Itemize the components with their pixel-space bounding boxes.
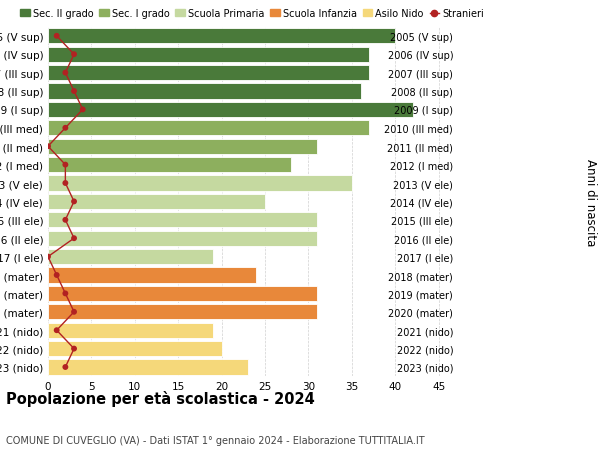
Point: [43, 143, 53, 151]
Bar: [48, 195, 265, 209]
Text: COMUNE DI CUVEGLIO (VA) - Dati ISTAT 1° gennaio 2024 - Elaborazione TUTTITALIA.I: COMUNE DI CUVEGLIO (VA) - Dati ISTAT 1° …: [6, 435, 425, 445]
Bar: [48, 66, 369, 81]
Point: [61, 290, 70, 297]
Bar: [48, 121, 369, 136]
Point: [52, 33, 61, 40]
Bar: [48, 103, 413, 118]
Point: [61, 162, 70, 169]
Bar: [48, 341, 221, 356]
Bar: [48, 48, 369, 62]
Point: [69, 51, 79, 59]
Point: [52, 327, 61, 334]
Point: [69, 235, 79, 242]
Bar: [48, 176, 352, 191]
Point: [61, 180, 70, 187]
Point: [61, 364, 70, 371]
Bar: [48, 29, 395, 44]
Bar: [48, 84, 361, 99]
Bar: [48, 250, 213, 264]
Bar: [48, 305, 317, 319]
Point: [78, 106, 88, 114]
Legend: Sec. II grado, Sec. I grado, Scuola Primaria, Scuola Infanzia, Asilo Nido, Stran: Sec. II grado, Sec. I grado, Scuola Prim…: [20, 9, 484, 19]
Bar: [48, 360, 248, 375]
Text: Anni di nascita: Anni di nascita: [584, 158, 597, 246]
Bar: [48, 286, 317, 301]
Bar: [48, 231, 317, 246]
Point: [61, 70, 70, 77]
Point: [69, 308, 79, 316]
Bar: [48, 323, 213, 338]
Bar: [48, 268, 256, 283]
Text: Popolazione per età scolastica - 2024: Popolazione per età scolastica - 2024: [6, 390, 315, 406]
Point: [52, 272, 61, 279]
Point: [61, 125, 70, 132]
Bar: [48, 158, 291, 173]
Bar: [48, 140, 317, 154]
Point: [69, 198, 79, 206]
Point: [69, 88, 79, 95]
Point: [69, 345, 79, 353]
Bar: [48, 213, 317, 228]
Point: [61, 217, 70, 224]
Point: [43, 253, 53, 261]
